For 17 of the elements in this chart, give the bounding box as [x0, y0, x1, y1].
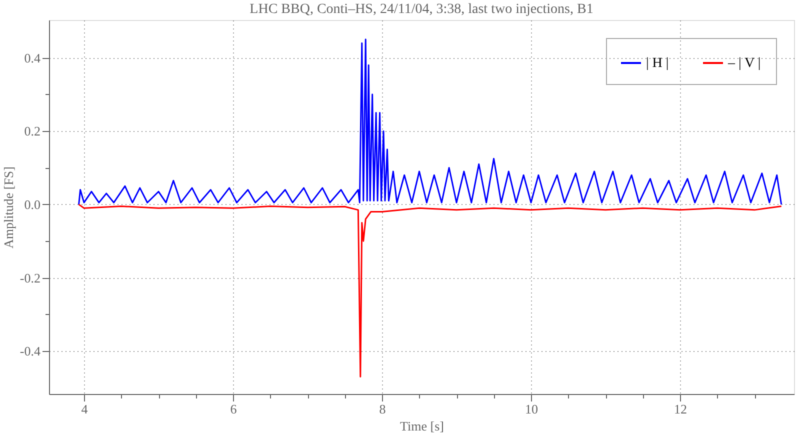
legend-label: | H |	[646, 56, 669, 71]
y-axis-title: Amplitude [FS]	[0, 166, 16, 248]
x-tick-label: 10	[525, 402, 538, 416]
chart-title: LHC BBQ, Conti–HS, 24/11/04, 3:38, last two injections, B1	[250, 2, 594, 17]
x-tick-label: 12	[674, 402, 688, 416]
x-tick-label: 6	[230, 402, 238, 416]
y-tick-label: 0.2	[24, 124, 40, 139]
x-axis-title: Time [s]	[400, 418, 444, 434]
x-tick-label: 8	[379, 402, 386, 416]
y-tick-label: 0.0	[24, 196, 40, 212]
legend-label: – | V |	[727, 56, 761, 71]
y-tick-label: -0.4	[20, 344, 41, 359]
y-tick-label: 0.4	[24, 50, 41, 66]
x-tick-label: 4	[81, 402, 88, 416]
line-series	[78, 204, 782, 378]
y-tick-label: -0.2	[20, 270, 40, 286]
line-series	[78, 38, 782, 206]
